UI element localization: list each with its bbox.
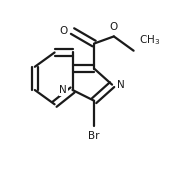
Text: O: O: [110, 22, 118, 32]
Text: CH$_3$: CH$_3$: [139, 33, 160, 47]
Text: O: O: [60, 26, 68, 36]
Text: N: N: [117, 80, 125, 90]
Text: N: N: [59, 85, 67, 95]
Text: Br: Br: [88, 131, 100, 141]
